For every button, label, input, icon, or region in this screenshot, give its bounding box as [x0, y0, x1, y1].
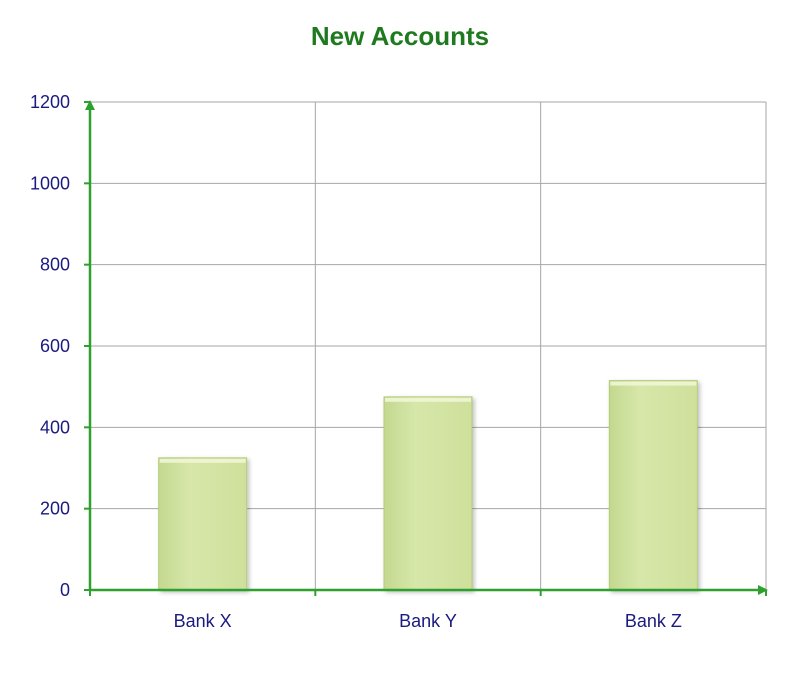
y-tick-labels: 0 200 400 600 800 1000 1200 [30, 92, 70, 600]
x-axis-arrow-icon [758, 585, 768, 595]
y-tick-label: 200 [40, 499, 70, 519]
x-tick-label: Bank X [174, 611, 232, 631]
x-tick-labels: Bank X Bank Y Bank Z [174, 611, 682, 631]
bar-highlight [159, 458, 246, 463]
bar-bank-z [608, 380, 698, 591]
y-tick-label: 600 [40, 336, 70, 356]
axes [84, 100, 768, 596]
bar-bank-x [158, 457, 248, 591]
y-tick-label: 1000 [30, 173, 70, 193]
x-tick-label: Bank Y [399, 611, 457, 631]
y-tick-label: 400 [40, 417, 70, 437]
bars [158, 380, 698, 591]
bar-bank-y [383, 396, 473, 591]
y-tick-label: 800 [40, 255, 70, 275]
bar-highlight [385, 397, 471, 402]
x-tick-label: Bank Z [625, 611, 682, 631]
y-tick-label: 0 [60, 580, 70, 600]
y-tick-label: 1200 [30, 92, 70, 112]
bar-highlight [610, 381, 697, 386]
chart-title: New Accounts [311, 21, 489, 51]
y-axis-arrow-icon [85, 100, 95, 110]
gridlines [90, 101, 767, 590]
